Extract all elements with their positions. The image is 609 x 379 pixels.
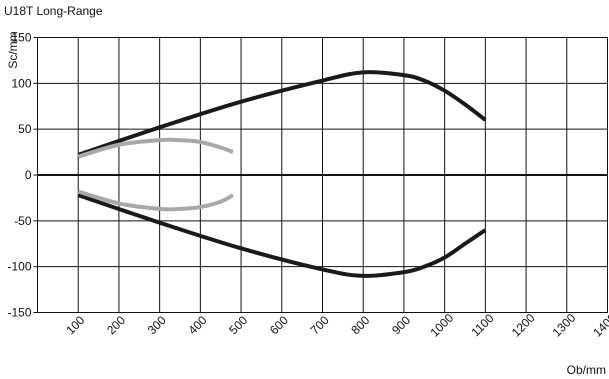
series-line-3 [77, 189, 234, 212]
x-tick-label: 800 [348, 313, 372, 337]
y-axis-label: Sc/mm [6, 31, 20, 68]
x-tick-label: 500 [226, 313, 250, 337]
x-tick-label: 200 [104, 313, 128, 337]
series-line-1 [77, 193, 487, 278]
y-tick-label: 0 [25, 168, 32, 182]
x-tick-label: 400 [185, 313, 209, 337]
x-tick-label: 900 [389, 313, 413, 337]
plot-frame [37, 37, 608, 313]
y-tick-label: -100 [7, 260, 31, 274]
x-tick-label: 1200 [509, 311, 538, 340]
series-line-0 [77, 70, 487, 157]
y-tick-label: -150 [7, 306, 31, 320]
y-tick-label: 100 [11, 76, 31, 90]
x-axis-label: Ob/mm [567, 363, 606, 377]
y-tick-label: -50 [14, 214, 32, 228]
x-tick-label: 300 [145, 313, 169, 337]
x-tick-label: 1100 [468, 311, 496, 339]
x-tick-label: 600 [267, 313, 291, 337]
grid-lines [33, 37, 608, 313]
x-tick-label: 1400 [590, 311, 609, 340]
chart-title: U18T Long-Range [4, 4, 103, 18]
y-tick-labels: 150 100 50 0 -50 -100 -150 [7, 31, 31, 320]
series-line-2 [77, 137, 234, 159]
data-series [77, 70, 487, 278]
x-tick-labels: 100 200 300 400 500 600 700 800 900 1000 1100 1200 1… [63, 311, 609, 340]
y-tick-label: 150 [11, 31, 31, 45]
x-tick-label: 100 [63, 313, 87, 337]
x-tick-label: 700 [308, 313, 332, 337]
y-tick-label: 50 [18, 122, 32, 136]
x-tick-label: 1300 [550, 311, 579, 340]
x-tick-label: 1000 [427, 311, 456, 340]
